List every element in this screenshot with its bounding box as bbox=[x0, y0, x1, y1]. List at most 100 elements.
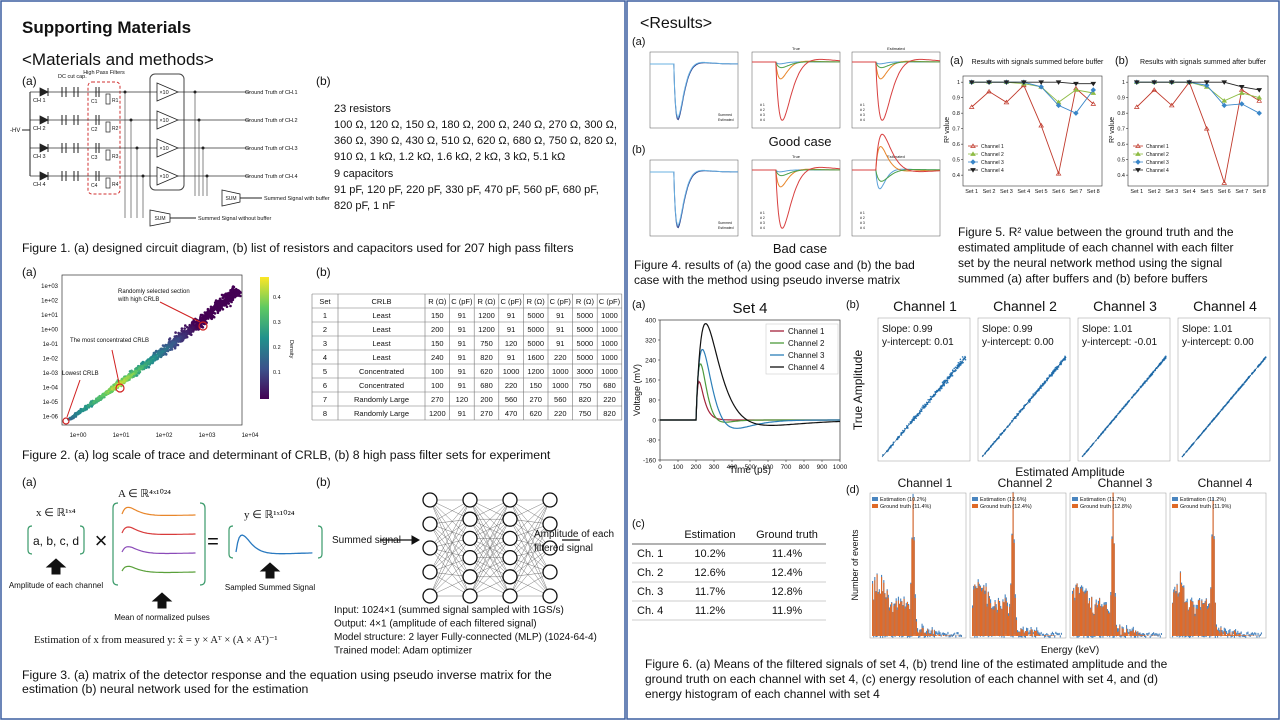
hist-bar bbox=[1044, 634, 1046, 638]
amplifier bbox=[156, 110, 180, 130]
nn-edge bbox=[429, 523, 471, 577]
hist-bar bbox=[872, 583, 874, 636]
hist-bar bbox=[954, 632, 956, 635]
hist-bar bbox=[915, 621, 918, 636]
table-cell: 1000 bbox=[601, 339, 618, 348]
hist-bar bbox=[1246, 632, 1248, 635]
legend-swatch bbox=[872, 497, 878, 501]
hist-bar bbox=[919, 630, 921, 636]
hist-bar bbox=[1072, 594, 1074, 636]
legend-swatch bbox=[1072, 504, 1078, 508]
hist-bar bbox=[913, 540, 915, 636]
table-header: R (Ω) bbox=[527, 297, 546, 306]
axis-label: Density bbox=[288, 340, 294, 359]
section-heading: <Materials and methods> bbox=[22, 50, 214, 69]
hist-bar bbox=[903, 598, 905, 636]
hist-bar bbox=[1056, 632, 1058, 635]
hist-bar bbox=[948, 635, 950, 636]
table-header: R (Ω) bbox=[477, 297, 496, 306]
table-cell: 91 bbox=[556, 325, 564, 334]
hist-bar bbox=[953, 633, 955, 636]
panel-label: (a) bbox=[22, 475, 37, 489]
fit-label: Slope: 0.99 bbox=[882, 324, 933, 335]
y-tick-label: 240 bbox=[645, 358, 656, 365]
hist-bar bbox=[1029, 630, 1031, 634]
nn-edge bbox=[469, 499, 511, 539]
nn-edge bbox=[509, 538, 551, 573]
caption: estimation (b) neural network used for t… bbox=[22, 682, 309, 696]
data-point bbox=[1203, 80, 1210, 85]
hist-bar bbox=[1013, 542, 1015, 636]
density-dot bbox=[227, 293, 230, 297]
nn-edge bbox=[509, 519, 551, 573]
hist-bar bbox=[918, 632, 920, 636]
plot-title: Estimated bbox=[887, 154, 905, 159]
table-cell: 1000 bbox=[601, 353, 618, 362]
hist-bar bbox=[1220, 627, 1222, 636]
density-dot bbox=[199, 313, 203, 317]
axis-label: Voltage (mV) bbox=[632, 364, 642, 416]
hist-bar bbox=[1059, 635, 1061, 638]
axis-label: Energy (keV) bbox=[1041, 645, 1099, 656]
hist-bar bbox=[935, 631, 937, 635]
density-dot bbox=[182, 334, 186, 338]
nn-edge bbox=[469, 519, 511, 597]
hist-bar bbox=[997, 599, 1000, 636]
density-dot bbox=[147, 360, 150, 363]
density-dot bbox=[231, 298, 235, 302]
plot-frame bbox=[1077, 317, 1171, 462]
hist-bar bbox=[1003, 602, 1005, 636]
shape bbox=[228, 525, 234, 559]
plot-frame bbox=[962, 75, 1103, 187]
hist-bar bbox=[1228, 633, 1230, 636]
table-cell: 100 bbox=[431, 381, 444, 390]
hist-bar bbox=[1178, 592, 1180, 636]
panel-label: (c) bbox=[632, 518, 645, 530]
nn-edge bbox=[509, 523, 551, 597]
hist-bar bbox=[1224, 632, 1227, 636]
tick-label: 1e-03 bbox=[43, 371, 59, 377]
hist-bar bbox=[1099, 598, 1101, 636]
line bbox=[66, 379, 81, 418]
signal-curve bbox=[852, 58, 940, 121]
hist-bar bbox=[1153, 635, 1155, 636]
density-dot bbox=[174, 331, 177, 334]
hist-bar bbox=[1156, 633, 1158, 636]
x-tick-label: Set 2 bbox=[1148, 189, 1161, 195]
scatter-dot bbox=[957, 363, 960, 366]
axis-label: Number of events bbox=[850, 529, 860, 601]
hist-bar bbox=[1036, 630, 1038, 636]
legend-label: Channel 4 bbox=[788, 363, 825, 372]
nn-edge bbox=[509, 547, 551, 597]
table-cell: 240 bbox=[431, 353, 444, 362]
nn-node bbox=[502, 492, 518, 508]
x-tick-label: 700 bbox=[781, 464, 792, 471]
table-cell: 270 bbox=[480, 409, 493, 418]
x-tick-label: 500 bbox=[745, 464, 756, 471]
hist-bar bbox=[1129, 631, 1131, 636]
math-label: x ∈ ℝ¹ˣ⁴ bbox=[36, 507, 76, 519]
signal-curve bbox=[650, 61, 738, 118]
table-cell: 1000 bbox=[503, 367, 520, 376]
nn-edge bbox=[469, 557, 511, 597]
data-point bbox=[1133, 80, 1140, 85]
legend-swatch bbox=[972, 497, 978, 501]
hist-bar bbox=[1004, 598, 1006, 636]
nn-edge bbox=[429, 499, 471, 573]
line bbox=[111, 349, 120, 384]
hist-bar bbox=[1058, 632, 1060, 635]
tick-label: 1e-01 bbox=[43, 342, 59, 348]
panel-label: (b) bbox=[846, 299, 859, 311]
hist-bar bbox=[1002, 601, 1004, 636]
hist-bar bbox=[1079, 589, 1082, 636]
scatter-dot bbox=[951, 370, 954, 372]
hist-bar bbox=[993, 609, 995, 636]
density-dot bbox=[225, 305, 229, 309]
table-cell: 1 bbox=[323, 311, 327, 320]
table-cell: 750 bbox=[579, 381, 592, 390]
hist-bar bbox=[1127, 632, 1129, 636]
hist-bar bbox=[1257, 632, 1259, 636]
data-point bbox=[1090, 87, 1097, 93]
hist-bar bbox=[939, 634, 941, 636]
circuit-label: Ground Truth of CH.3 bbox=[245, 146, 298, 152]
